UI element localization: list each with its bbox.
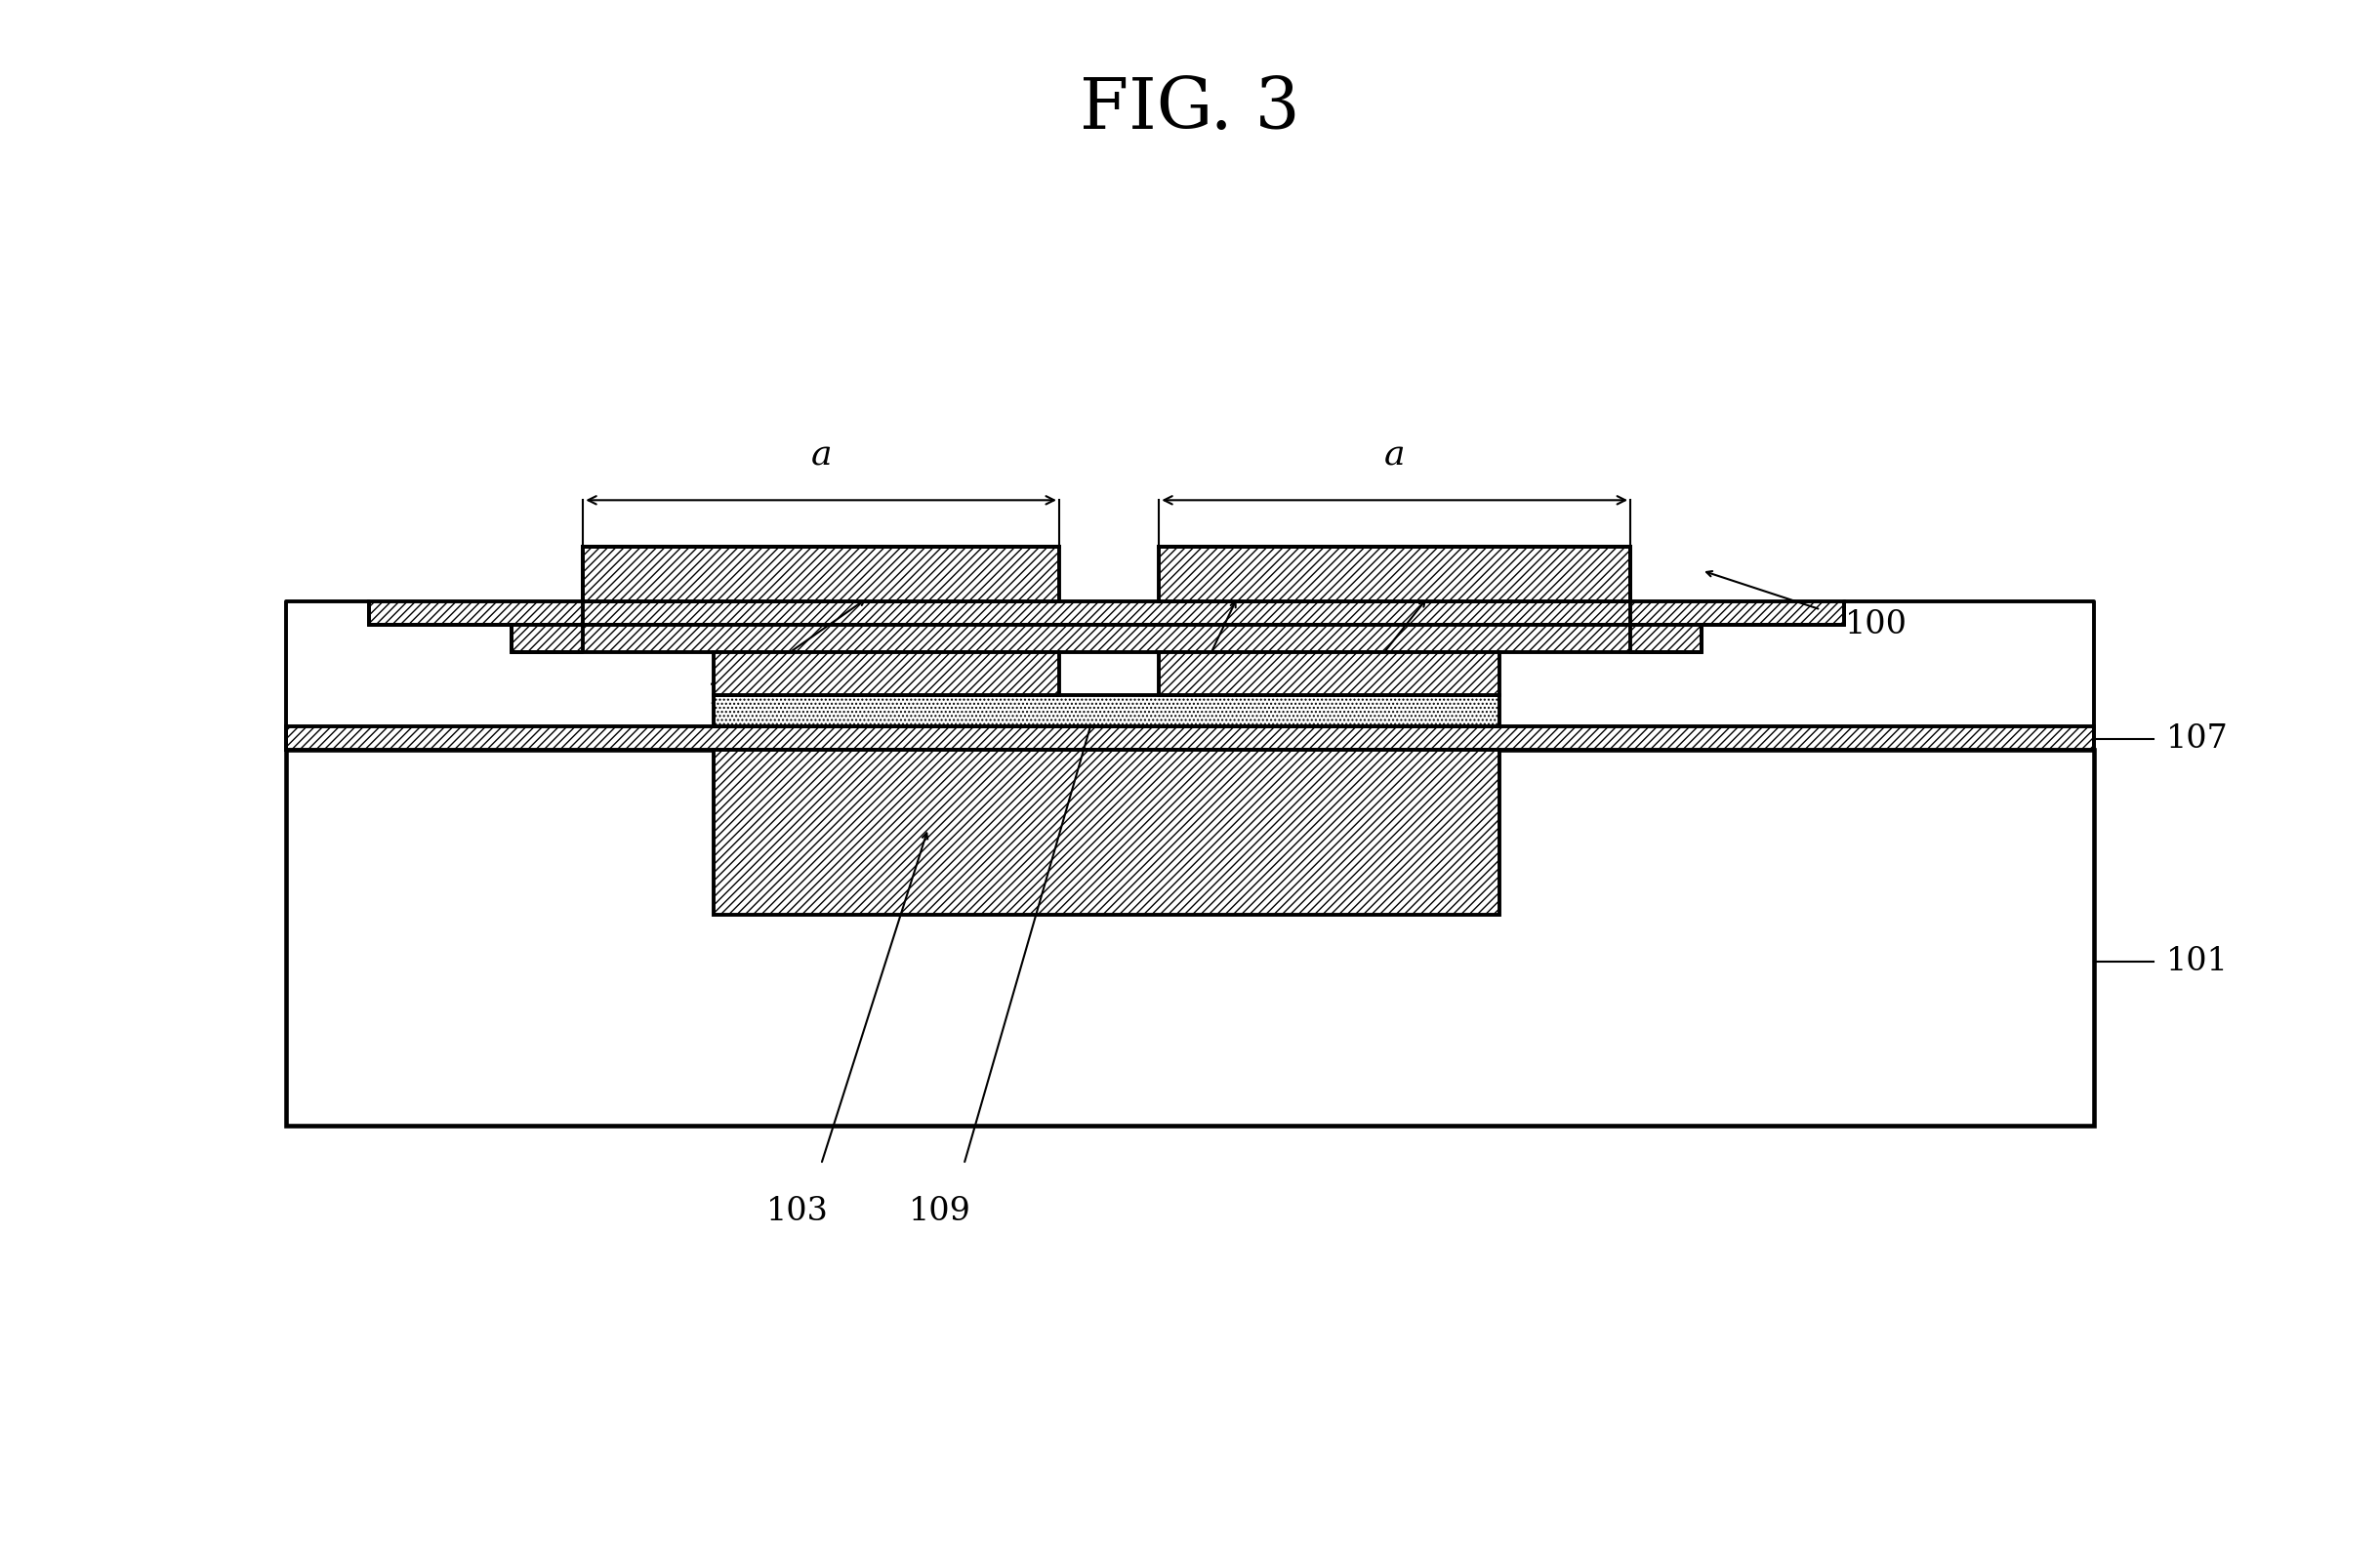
Text: 109: 109 <box>909 1196 971 1227</box>
Text: a: a <box>812 439 831 472</box>
Text: 121: 121 <box>707 680 769 711</box>
Text: 103: 103 <box>766 1196 828 1227</box>
Polygon shape <box>714 696 1499 727</box>
Polygon shape <box>369 602 1844 625</box>
Polygon shape <box>1159 652 1499 696</box>
Polygon shape <box>286 727 2094 750</box>
Polygon shape <box>512 625 1702 652</box>
Text: 101: 101 <box>2166 946 2228 977</box>
Polygon shape <box>714 750 1499 914</box>
Text: 123: 123 <box>1326 680 1388 711</box>
Text: FIG. 3: FIG. 3 <box>1081 75 1299 144</box>
Polygon shape <box>583 547 1059 602</box>
Polygon shape <box>1159 547 1630 602</box>
Text: 100: 100 <box>1845 610 1906 641</box>
Text: 107: 107 <box>2166 724 2228 755</box>
Polygon shape <box>714 652 1059 696</box>
Text: a: a <box>1385 439 1404 472</box>
Text: 111: 111 <box>1171 680 1233 711</box>
Polygon shape <box>286 750 2094 1125</box>
